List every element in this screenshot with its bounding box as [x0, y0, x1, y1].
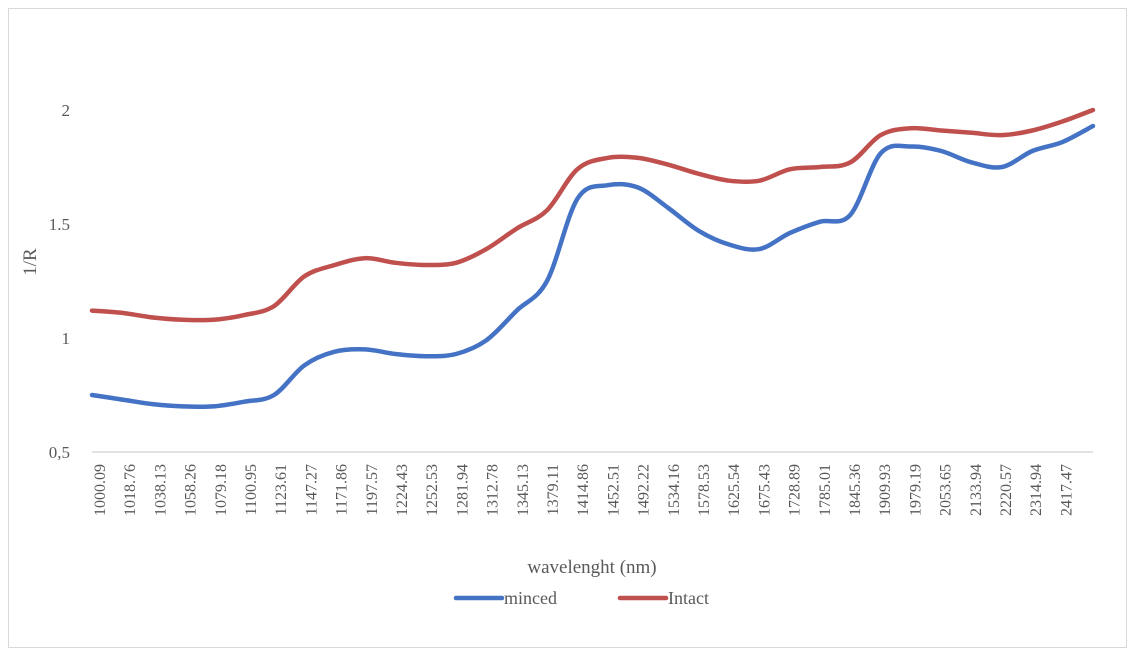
- y-tick-label: 1.5: [49, 215, 70, 234]
- x-tick-label: 1079.18: [213, 464, 230, 516]
- x-tick-label: 1492.22: [636, 464, 653, 516]
- x-tick-label: 1909.93: [877, 464, 894, 516]
- y-tick-label: 0,5: [49, 443, 70, 462]
- x-tick-label: 1000.09: [92, 464, 109, 516]
- series-line-intact: [89, 107, 1096, 323]
- x-axis-title: wavelenght (nm): [527, 557, 656, 578]
- x-tick-label: 1038.13: [152, 464, 169, 516]
- legend-label: minced: [504, 588, 557, 608]
- x-tick-label: 1252.53: [424, 464, 441, 516]
- x-tick-label: 1058.26: [183, 464, 200, 516]
- series-line-minced: [89, 123, 1096, 410]
- x-tick-label: 1845.36: [847, 464, 864, 516]
- x-tick-label: 1281.94: [454, 464, 471, 516]
- x-tick-label: 1979.19: [907, 464, 924, 516]
- x-tick-label: 1675.43: [756, 464, 773, 516]
- x-tick-label: 2133.94: [968, 464, 985, 516]
- x-tick-label: 1534.16: [666, 464, 683, 516]
- x-tick-label: 1312.78: [485, 464, 502, 516]
- x-tick-label: 1224.43: [394, 464, 411, 516]
- x-tick-label: 1197.57: [364, 464, 381, 515]
- x-tick-label: 1171.86: [334, 464, 351, 515]
- y-tick-label: 2: [62, 101, 71, 120]
- x-tick-label: 2314.94: [1028, 464, 1045, 516]
- series-lines: [89, 107, 1096, 410]
- legend: minced Intact: [453, 588, 709, 608]
- x-axis-ticks: 1000.09 1018.76 1038.13 1058.26 1079.18 1100.…: [92, 464, 1075, 516]
- x-tick-label: 1100.95: [243, 464, 260, 515]
- y-tick-label: 1: [62, 329, 71, 348]
- x-tick-label: 1147.27: [303, 464, 320, 515]
- x-tick-label: 1728.89: [787, 464, 804, 516]
- legend-label: Intact: [668, 588, 709, 608]
- y-axis-title: 1/R: [20, 248, 41, 276]
- x-tick-label: 1018.76: [122, 464, 139, 516]
- chart-frame: [8, 8, 1127, 648]
- x-tick-label: 1578.53: [696, 464, 713, 516]
- x-tick-label: 1452.51: [605, 464, 622, 516]
- x-tick-label: 2053.65: [938, 464, 955, 516]
- x-tick-label: 2220.57: [998, 464, 1015, 516]
- x-tick-label: 1414.86: [575, 464, 592, 516]
- x-tick-label: 1123.61: [273, 464, 290, 515]
- x-tick-label: 1379.11: [545, 464, 562, 515]
- y-axis-ticks: 0,5 1 1.5 2: [49, 101, 70, 462]
- x-tick-label: 2417.47: [1058, 464, 1075, 516]
- x-tick-label: 1345.13: [515, 464, 532, 516]
- x-tick-label: 1625.54: [726, 464, 743, 516]
- x-tick-label: 1785.01: [817, 464, 834, 516]
